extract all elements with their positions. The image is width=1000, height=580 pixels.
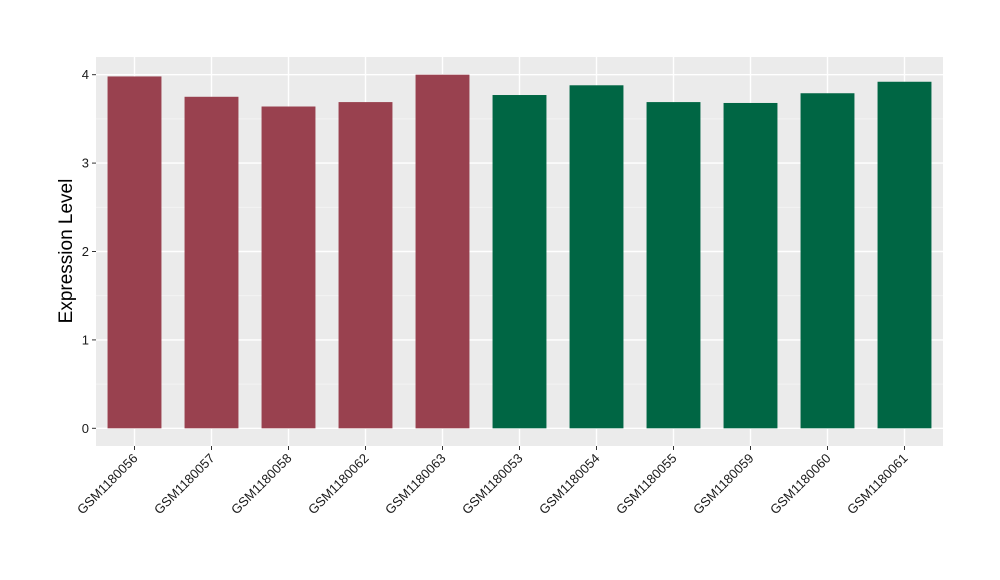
bar-GSM1180055	[646, 102, 701, 429]
x-tick-label: GSM1180057	[151, 451, 218, 518]
bar-GSM1180056	[107, 76, 162, 429]
y-tick-label: 4	[82, 67, 89, 82]
bar-GSM1180053	[492, 95, 547, 429]
x-tick-label: GSM1180056	[74, 451, 141, 518]
x-tick-label: GSM1180062	[305, 451, 372, 518]
x-tick-label: GSM1180059	[690, 451, 757, 518]
x-tick-label: GSM1180054	[536, 451, 603, 518]
x-tick-label: GSM1180055	[613, 451, 680, 518]
x-tick-label: GSM1180053	[459, 451, 526, 518]
x-axis: GSM1180056 GSM1180057 GSM1180058 GSM1180062…	[74, 446, 911, 517]
y-axis-title: Expression Level	[56, 179, 77, 324]
bar-GSM1180059	[723, 102, 778, 429]
bar-GSM1180054	[569, 85, 624, 429]
bars	[107, 74, 932, 429]
y-axis: 0 1 2 3 4	[82, 67, 96, 436]
x-tick-label: GSM1180061	[844, 451, 911, 518]
x-tick-label: GSM1180060	[767, 451, 834, 518]
bar-GSM1180063	[415, 74, 470, 429]
y-tick-label: 3	[82, 156, 89, 171]
x-tick-label: GSM1180058	[228, 451, 295, 518]
y-tick-label: 2	[82, 244, 89, 259]
x-tick-label: GSM1180063	[382, 451, 449, 518]
bar-GSM1180060	[800, 93, 855, 429]
bar-GSM1180062	[338, 102, 393, 429]
bar-GSM1180061	[877, 81, 932, 429]
bar-GSM1180058	[261, 106, 316, 429]
y-tick-label: 0	[82, 421, 89, 436]
bar-GSM1180057	[184, 96, 239, 429]
y-tick-label: 1	[82, 332, 89, 347]
